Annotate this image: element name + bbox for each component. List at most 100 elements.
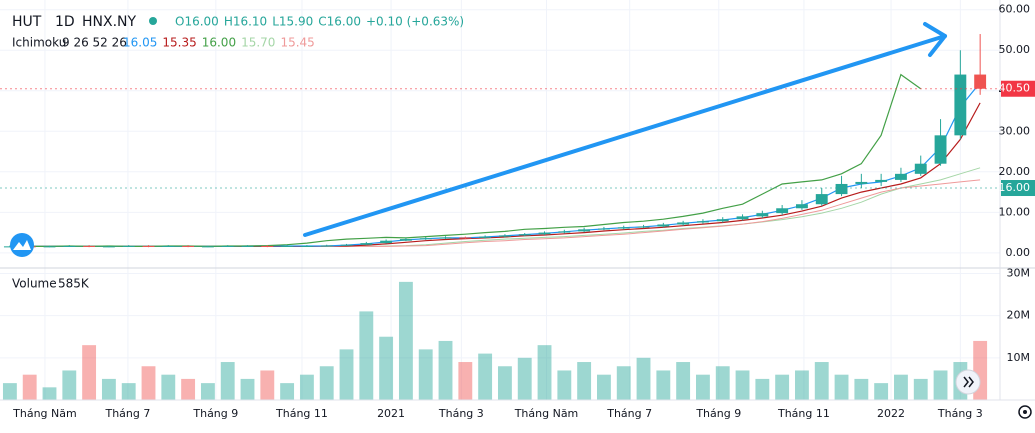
volume-bar [715, 366, 730, 400]
volume-bar [616, 366, 631, 400]
candle-body [875, 179, 888, 182]
volume-bar [458, 362, 473, 400]
candle-body [518, 234, 531, 236]
y-tick-label: 30.00 [999, 124, 1031, 137]
volume-bar [814, 362, 829, 400]
volume-bar [795, 370, 809, 400]
volume-bar [280, 383, 295, 400]
candle-body [696, 221, 709, 223]
volume-bar [181, 378, 196, 400]
candle-body [340, 244, 353, 246]
candle-body [756, 213, 769, 217]
volume-bar [775, 374, 790, 400]
volume-bar [636, 357, 651, 400]
volume-tick-label: 10M [1007, 351, 1031, 364]
symbol: HUT [12, 14, 42, 30]
candle-body [954, 74, 967, 136]
candle-body [261, 245, 274, 247]
volume-bar [161, 374, 176, 400]
volume-bar [557, 370, 572, 400]
candle-body [974, 74, 987, 89]
candle-body [122, 245, 135, 247]
candle-body [835, 183, 848, 195]
volume-bar [62, 370, 77, 400]
candle-body [360, 243, 373, 245]
candle-body [380, 240, 393, 244]
volume-tick-label: 20M [1007, 309, 1031, 322]
volume-bar [577, 362, 592, 400]
indicator-value: 15.45 [280, 36, 314, 50]
quote-item: H16.10 [224, 15, 267, 29]
volume-bar [220, 362, 235, 400]
quote-item: L15.90 [272, 15, 313, 29]
candle-body [320, 245, 333, 247]
x-tick-label: Tháng Năm [514, 407, 579, 420]
x-tick-label: Tháng Năm [12, 407, 77, 420]
candle-body [736, 216, 749, 220]
volume-bar [418, 349, 433, 400]
candle-body [617, 227, 630, 229]
volume-bar [82, 345, 97, 400]
candle-body [578, 229, 591, 232]
candle-body [459, 237, 472, 239]
axes: Tháng Năm Tháng 7 Tháng 9 Tháng 11 2021 Tháng… [12, 3, 1035, 420]
y-tick-label: 20.00 [999, 165, 1031, 178]
candle-body [182, 245, 195, 247]
candle-body [201, 246, 214, 248]
settings-button[interactable] [1018, 405, 1032, 419]
volume-bar [260, 370, 275, 400]
volume-bar [379, 336, 394, 400]
volume-bar [22, 374, 37, 400]
scroll-button[interactable] [955, 369, 981, 395]
x-tick-label: 2021 [377, 407, 405, 420]
volume-bar [537, 345, 552, 400]
candle-body [281, 245, 294, 247]
indicator-params: 9 26 52 26 [62, 36, 127, 50]
x-tick-label: Tháng 7 [606, 407, 652, 420]
volume-bar [676, 362, 691, 400]
x-tick-label: Tháng 3 [438, 407, 484, 420]
y-tick-label: 50.00 [999, 43, 1031, 56]
candle-body [637, 226, 650, 228]
volume-bar [339, 349, 354, 400]
candle-body [142, 245, 155, 247]
quote-item: O16.00 [175, 15, 219, 29]
volume-bar [438, 340, 453, 400]
candle-body [855, 181, 868, 184]
x-tick-label: Tháng 9 [192, 407, 238, 420]
volume-bar [2, 383, 17, 400]
volume-title: Volume [12, 277, 57, 291]
volume-bar [874, 383, 889, 400]
volume-bar [240, 378, 255, 400]
price-label: 16.00 [999, 181, 1031, 194]
candle-body [657, 224, 670, 227]
candle-body [479, 236, 492, 238]
candle-body [43, 246, 56, 248]
candle-body [241, 245, 254, 247]
candle-body [419, 238, 432, 240]
y-tick-label: 60.00 [999, 3, 1031, 16]
candle-body [498, 235, 511, 237]
candle-body [399, 239, 412, 241]
y-tick-label: 0.00 [1006, 246, 1031, 259]
volume-bar [517, 357, 532, 400]
candle-body [597, 228, 610, 230]
candle-body [102, 246, 115, 248]
indicator-name: Ichimoku [12, 36, 66, 50]
candle-body [677, 222, 690, 225]
interval: 1D [55, 14, 75, 30]
volume-bar [398, 281, 413, 400]
candle-body [63, 245, 76, 247]
volume-bar [497, 366, 512, 400]
volume-bar [735, 370, 750, 400]
quote-item: C16.00 [318, 15, 361, 29]
volume-bar [42, 387, 57, 400]
volume-bar [597, 374, 611, 400]
volume-bar [200, 383, 215, 400]
volume-tick-label: 30M [1007, 266, 1031, 279]
x-tick-label: Tháng 3 [937, 407, 983, 420]
indicator-value: 16.00 [202, 36, 236, 50]
